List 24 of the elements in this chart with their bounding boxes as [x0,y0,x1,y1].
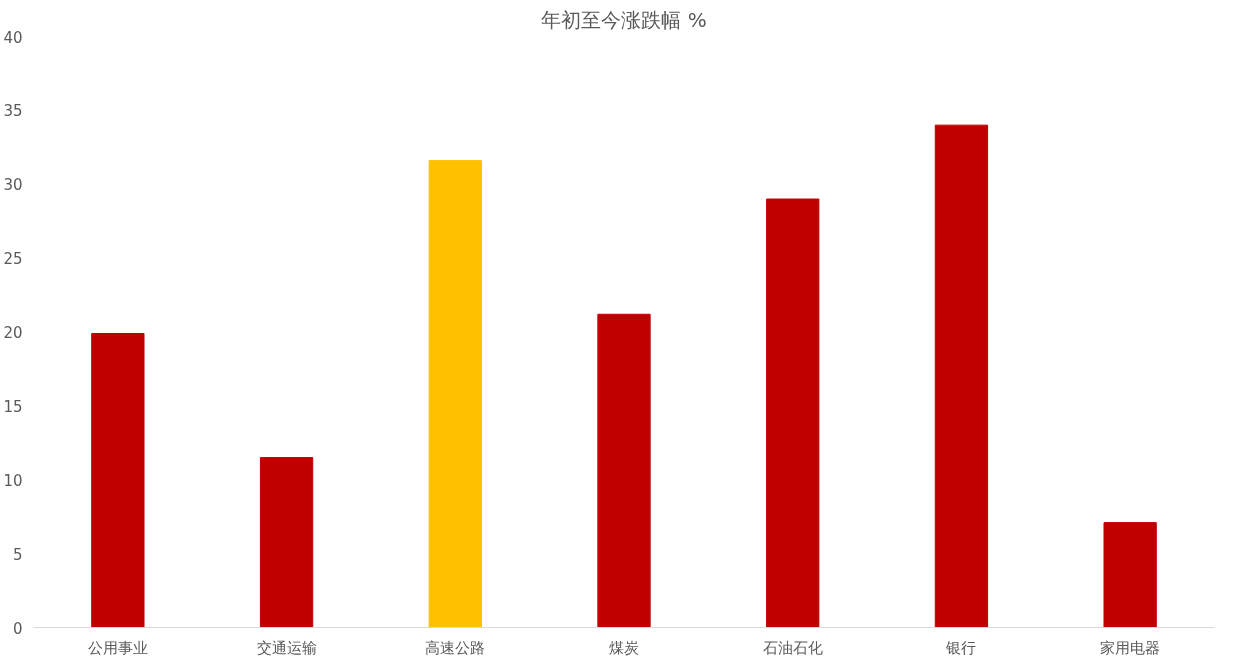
y-tick-label: 20 [3,324,23,342]
bar [597,313,651,628]
x-tick-label: 石油石化 [762,638,823,657]
bar [1103,522,1157,628]
x-tick-label: 银行 [945,638,977,657]
x-tick-label: 高速公路 [425,638,486,657]
y-tick-label: 25 [3,250,23,269]
bar [259,457,314,628]
y-tick-label: 0 [12,619,23,638]
y-tick-label: 35 [3,102,23,121]
x-tick-label: 家用电器 [1100,638,1161,657]
x-tick-label: 公用事业 [87,638,148,657]
bar [91,332,145,628]
chart-title: 年初至今涨跌幅 % [541,7,707,32]
bar [428,160,482,628]
y-tick-label: 40 [3,28,23,47]
x-tick-label: 煤炭 [609,638,639,657]
y-tick-label: 15 [3,397,23,416]
y-tick-label: 5 [12,545,23,564]
y-tick-label: 30 [3,176,23,195]
x-tick-label: 交通运输 [256,638,317,657]
bar [934,124,989,628]
y-tick-label: 10 [3,471,23,490]
bar [766,198,820,628]
